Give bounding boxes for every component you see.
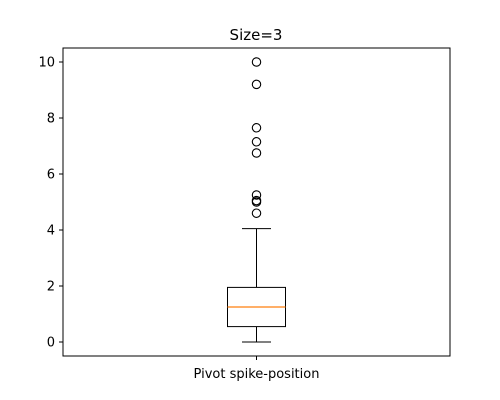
plot-area-frame xyxy=(62,47,451,357)
y-tick-label: 2 xyxy=(47,280,55,295)
outlier-point xyxy=(251,79,262,90)
y-tick-label: 6 xyxy=(47,168,55,183)
y-tick-label: 0 xyxy=(47,336,55,351)
x-axis: Pivot spike-position xyxy=(194,356,320,382)
y-tick-label: 10 xyxy=(38,56,55,71)
outlier-point xyxy=(251,190,262,200)
outlier-point xyxy=(251,208,262,218)
outlier-point xyxy=(251,123,262,133)
y-tick-label: 4 xyxy=(47,224,55,239)
y-tick-label: 8 xyxy=(47,112,55,127)
x-tick-label: Pivot spike-position xyxy=(194,367,320,382)
chart-title: Size=3 xyxy=(230,26,283,44)
outlier-point xyxy=(251,57,262,67)
y-axis: 0 2 4 6 8 10 xyxy=(38,56,63,351)
outlier-point xyxy=(251,148,262,158)
outlier-point xyxy=(251,137,262,147)
outlier-point xyxy=(251,195,262,206)
box-series xyxy=(227,57,286,343)
